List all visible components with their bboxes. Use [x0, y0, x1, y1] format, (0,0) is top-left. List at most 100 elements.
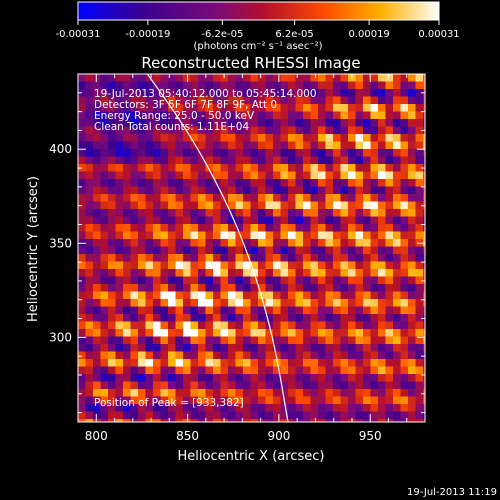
heatmap-pixel	[243, 329, 251, 337]
heatmap-pixel	[228, 239, 236, 247]
heatmap-pixel	[175, 126, 184, 135]
heatmap-pixel	[280, 314, 289, 322]
heatmap-pixel	[243, 381, 251, 390]
heatmap-pixel	[85, 291, 94, 300]
heatmap-pixel	[78, 194, 86, 202]
heatmap-pixel	[258, 246, 266, 255]
heatmap-pixel	[303, 156, 311, 165]
heatmap-pixel	[228, 396, 236, 405]
heatmap-pixel	[85, 231, 94, 240]
heatmap-pixel	[340, 104, 349, 112]
heatmap-pixel	[273, 186, 281, 195]
heatmap-pixel	[250, 216, 259, 225]
heatmap-pixel	[325, 89, 334, 97]
heatmap-pixel	[235, 411, 244, 420]
heatmap-pixel	[325, 336, 334, 345]
heatmap-pixel	[183, 104, 191, 112]
heatmap-pixel	[205, 336, 214, 345]
heatmap-pixel	[393, 141, 401, 150]
heatmap-pixel	[138, 141, 146, 150]
heatmap-pixel	[213, 351, 221, 360]
heatmap-pixel	[355, 96, 364, 105]
heatmap-pixel	[220, 141, 229, 150]
heatmap-pixel	[183, 239, 191, 247]
heatmap-pixel	[415, 119, 424, 127]
heatmap-pixel	[115, 299, 124, 307]
heatmap-pixel	[108, 194, 116, 202]
heatmap-pixel	[205, 119, 214, 127]
heatmap-pixel	[108, 96, 116, 105]
heatmap-pixel	[333, 314, 341, 322]
heatmap-pixel	[93, 351, 101, 360]
heatmap-pixel	[340, 329, 349, 337]
heatmap-pixel	[228, 171, 236, 180]
heatmap-pixel	[295, 96, 304, 105]
heatmap-pixel	[213, 359, 221, 367]
heatmap-pixel	[160, 396, 169, 405]
heatmap-pixel	[175, 216, 184, 225]
heatmap-pixel	[318, 194, 326, 202]
heatmap-pixel	[280, 224, 289, 232]
heatmap-pixel	[393, 186, 401, 195]
heatmap-pixel	[78, 269, 86, 277]
heatmap-pixel	[370, 119, 379, 127]
heatmap-pixel	[370, 404, 379, 412]
heatmap-pixel	[153, 404, 161, 412]
heatmap-pixel	[85, 216, 94, 225]
heatmap-pixel	[145, 299, 154, 307]
heatmap-pixel	[348, 96, 356, 105]
heatmap-pixel	[340, 111, 349, 120]
heatmap-pixel	[310, 336, 319, 345]
heatmap-pixel	[183, 314, 191, 322]
heatmap-pixel	[153, 389, 161, 397]
heatmap-pixel	[303, 261, 311, 270]
heatmap-pixel	[205, 171, 214, 180]
heatmap-pixel	[198, 134, 206, 142]
heatmap-pixel	[378, 201, 386, 210]
heatmap-pixel	[145, 209, 154, 217]
heatmap-pixel	[93, 254, 101, 262]
heatmap-pixel	[348, 404, 356, 412]
heatmap-pixel	[393, 126, 401, 135]
heatmap-pixel	[325, 111, 334, 120]
heatmap-pixel	[288, 329, 296, 337]
heatmap-pixel	[183, 411, 191, 420]
heatmap-pixel	[228, 336, 236, 345]
heatmap-pixel	[175, 194, 184, 202]
heatmap-pixel	[355, 284, 364, 292]
heatmap-pixel	[318, 104, 326, 112]
heatmap-pixel	[288, 359, 296, 367]
heatmap-pixel	[168, 171, 176, 180]
heatmap-pixel	[93, 89, 101, 97]
heatmap-pixel	[100, 111, 109, 120]
heatmap-pixel	[153, 81, 161, 90]
heatmap-pixel	[318, 299, 326, 307]
heatmap-pixel	[108, 336, 116, 345]
heatmap-pixel	[138, 104, 146, 112]
heatmap-pixel	[265, 74, 274, 82]
heatmap-pixel	[243, 224, 251, 232]
heatmap-pixel	[423, 284, 425, 292]
heatmap-pixel	[78, 216, 86, 225]
heatmap-pixel	[115, 194, 124, 202]
heatmap-pixel	[198, 254, 206, 262]
heatmap-pixel	[303, 374, 311, 382]
heatmap-pixel	[108, 359, 116, 367]
heatmap-pixel	[153, 164, 161, 172]
heatmap-pixel	[123, 254, 131, 262]
heatmap-pixel	[310, 231, 319, 240]
heatmap-pixel	[408, 396, 416, 405]
heatmap-pixel	[85, 171, 94, 180]
heatmap-pixel	[265, 89, 274, 97]
heatmap-pixel	[250, 366, 259, 375]
heatmap-pixel	[363, 329, 371, 337]
heatmap-pixel	[355, 104, 364, 112]
heatmap-pixel	[220, 306, 229, 315]
heatmap-pixel	[273, 306, 281, 315]
heatmap-pixel	[123, 246, 131, 255]
heatmap-pixel	[235, 164, 244, 172]
heatmap-pixel	[333, 389, 341, 397]
heatmap-pixel	[198, 291, 206, 300]
heatmap-pixel	[348, 396, 356, 405]
heatmap-pixel	[235, 389, 244, 397]
